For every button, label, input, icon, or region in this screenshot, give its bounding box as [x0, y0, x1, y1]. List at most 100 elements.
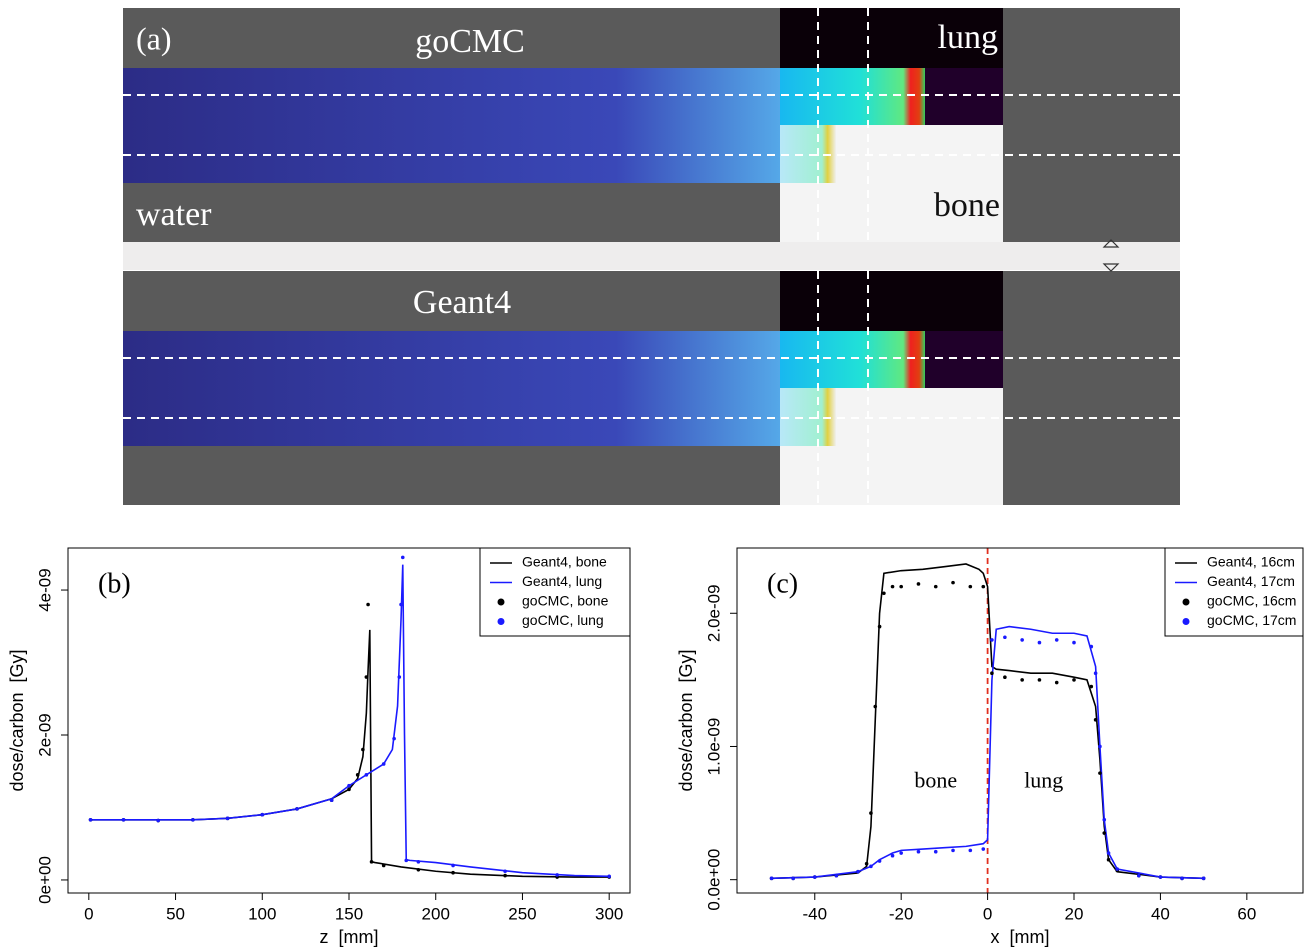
series-point: [260, 812, 265, 817]
series-point: [899, 584, 903, 589]
series-point: [451, 863, 455, 868]
panel-label: (a): [136, 20, 172, 56]
panel-title: goCMC: [415, 23, 525, 60]
series-point: [1089, 684, 1094, 689]
series-point: [968, 584, 973, 589]
legend-label: Geant4, 17cm: [1207, 573, 1295, 589]
series-point: [812, 875, 817, 879]
series-point: [399, 602, 403, 607]
panel-label: (b): [98, 568, 131, 599]
series-point: [933, 849, 938, 854]
series-point: [369, 860, 374, 864]
y-axis-label: dose/carbon [Gy]: [7, 649, 27, 791]
series-point: [347, 783, 351, 788]
series-line: [90, 564, 610, 878]
legend-label: goCMC, bone: [522, 593, 609, 609]
series-point: [869, 864, 873, 869]
series-point: [834, 873, 839, 878]
x-axis-label: z [mm]: [320, 927, 379, 947]
legend-label: goCMC, 17cm: [1207, 612, 1296, 628]
series-point: [1158, 875, 1163, 879]
series-point: [951, 848, 955, 853]
y-tick-label: 1.0e-09: [704, 718, 723, 776]
series-point: [1072, 678, 1076, 682]
series-point: [968, 848, 973, 853]
series-point: [366, 602, 370, 607]
series-point: [225, 816, 230, 821]
series-point: [88, 817, 93, 822]
series-point: [503, 869, 507, 874]
series-point: [1089, 644, 1094, 649]
series-point: [899, 851, 903, 855]
legend-point: [497, 598, 505, 606]
series-point: [869, 811, 873, 815]
series-point: [1137, 873, 1141, 878]
gocmc-dose-map: [122, 7, 1181, 243]
legend-label: Geant4, 16cm: [1207, 554, 1295, 570]
series-point: [1098, 771, 1102, 775]
x-tick-label: 300: [595, 904, 623, 923]
x-tick-label: 250: [508, 904, 536, 923]
series-point: [451, 870, 455, 875]
annotation: lung: [1024, 768, 1063, 793]
series-point: [1106, 851, 1111, 855]
series-point: [916, 849, 921, 854]
series-point: [156, 818, 160, 823]
series-point: [1020, 678, 1024, 682]
panel-label: (c): [767, 568, 798, 599]
series-point: [361, 747, 365, 752]
series-point: [381, 863, 386, 868]
x-tick-label: -20: [889, 904, 914, 923]
series-point: [1054, 680, 1059, 685]
y-tick-label: 4e-09: [35, 568, 54, 611]
plot-frame: [67, 547, 631, 894]
series-point: [121, 817, 126, 822]
series-point: [933, 584, 938, 589]
series-point: [416, 868, 421, 872]
series-point: [1102, 817, 1107, 822]
series-point: [1054, 638, 1059, 642]
legend-label: goCMC, lung: [522, 612, 604, 628]
annotation: bone: [914, 768, 957, 793]
series-point: [607, 874, 611, 879]
series-point: [381, 762, 386, 766]
series-point: [990, 671, 994, 676]
x-axis-label: x [mm]: [991, 927, 1050, 947]
x-tick-label: -40: [802, 904, 827, 923]
series-point: [1115, 867, 1120, 871]
legend-point: [1182, 618, 1190, 625]
chart: 0 50 100 150 200 250 300 0e+00 2e-09 4e-09 z [mm] d…: [7, 547, 631, 947]
plot-area: [88, 555, 611, 879]
series-point: [364, 773, 369, 777]
material-label: lung: [938, 19, 998, 56]
plot-area: [769, 548, 1206, 893]
x-tick-label: 40: [1151, 904, 1170, 923]
y-axis-label: dose/carbon [Gy]: [676, 649, 696, 791]
series-point: [191, 817, 195, 822]
series-line: [771, 625, 1204, 880]
x-tick-label: 100: [248, 904, 276, 923]
arrows: [1102, 239, 1120, 272]
series-point: [864, 861, 869, 866]
series-point: [1003, 635, 1007, 640]
x-tick-label: 20: [1065, 904, 1084, 923]
series-point: [1020, 638, 1024, 642]
series-point: [1106, 857, 1111, 862]
series-point: [503, 873, 507, 878]
series-point: [791, 876, 795, 881]
legend-label: goCMC, 16cm: [1207, 593, 1296, 609]
series-point: [877, 624, 882, 629]
x-tick-label: 200: [422, 904, 450, 923]
legend-label: Geant4, lung: [522, 573, 602, 589]
series-point: [392, 736, 396, 741]
series-point: [1180, 876, 1184, 881]
x-tick-label: 0: [84, 904, 93, 923]
series-point: [916, 582, 921, 586]
panel-title: Geant4: [413, 284, 511, 321]
series-point: [1003, 675, 1007, 680]
series-point: [890, 584, 895, 589]
series-point: [1102, 831, 1107, 835]
y-tick-label: 0e+00: [35, 856, 54, 904]
material-label: water: [136, 196, 212, 233]
